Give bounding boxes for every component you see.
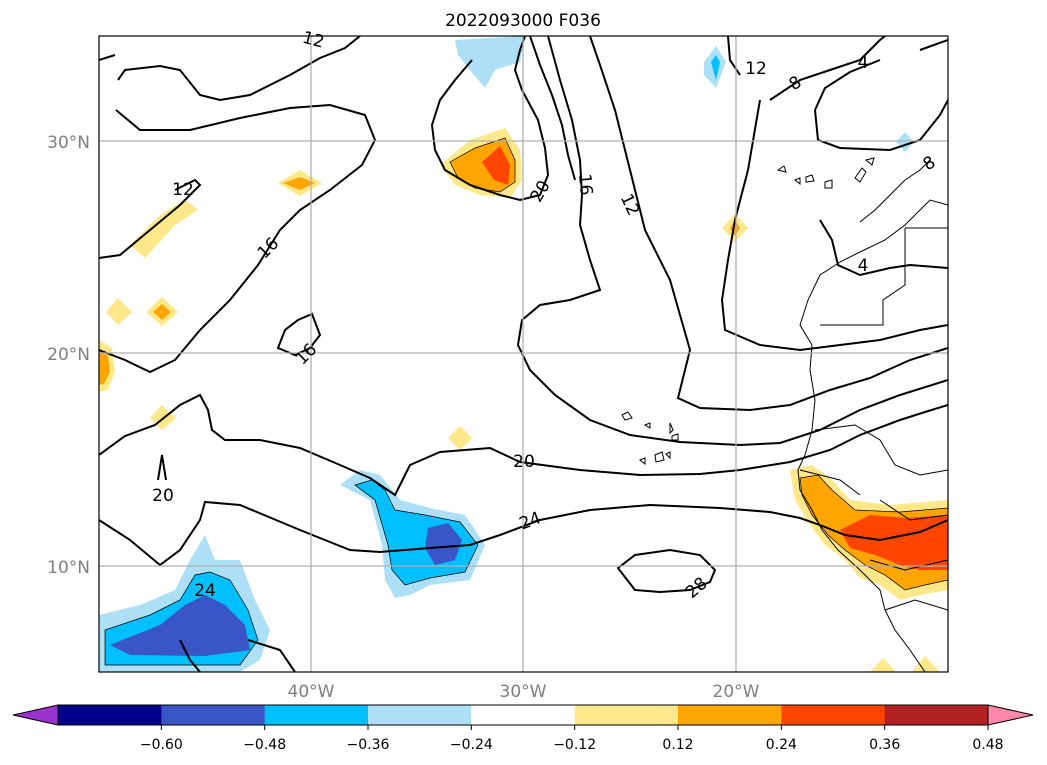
contour-24-main bbox=[99, 500, 948, 567]
positive-region-se-1 bbox=[870, 658, 896, 672]
map-title: 2022093000 F036 bbox=[445, 11, 601, 31]
colorbar: −0.60 −0.48 −0.36 −0.24 −0.12 0.12 0.24 0.36 0.4… bbox=[12, 704, 1034, 753]
colorbar-ticks: −0.60 −0.48 −0.36 −0.24 −0.12 0.12 0.24 0.36 0.4… bbox=[140, 725, 1004, 753]
colorbar-segments bbox=[12, 704, 1034, 726]
colorbar-tick-label: −0.12 bbox=[553, 737, 596, 753]
contour-4 bbox=[813, 39, 948, 277]
positive-region-west-africa-core bbox=[840, 515, 948, 570]
colorbar-outline bbox=[57, 704, 989, 726]
contour-16-small bbox=[276, 312, 322, 357]
contour-label: 20 bbox=[513, 452, 535, 472]
positive-region-north-core bbox=[482, 146, 510, 185]
cape-verde-islands bbox=[621, 411, 679, 466]
positive-region-se-2 bbox=[912, 656, 940, 672]
lon-label-30w: 30°W bbox=[500, 682, 547, 702]
longitude-labels: 40°W 30°W 20°W bbox=[288, 682, 760, 702]
contour-8 bbox=[720, 99, 948, 352]
contour-20-west bbox=[99, 393, 948, 497]
positive-region-west-1 bbox=[106, 298, 132, 325]
colorbar-tick-label: −0.24 bbox=[450, 737, 493, 753]
contour-12-northwest bbox=[99, 36, 361, 102]
colorbar-segment bbox=[781, 705, 886, 725]
iberia-coastline bbox=[859, 159, 931, 223]
positive-region-west-band bbox=[130, 200, 198, 258]
colorbar-tick-label: 0.12 bbox=[662, 737, 693, 753]
contour-24-sw bbox=[179, 639, 296, 672]
contour-label: 12 bbox=[745, 59, 767, 79]
contour-label: 4 bbox=[858, 53, 869, 73]
africa-borders bbox=[799, 227, 948, 611]
contour-12-east bbox=[589, 36, 948, 412]
contour-20-north bbox=[430, 36, 550, 202]
colorbar-tick-label: −0.60 bbox=[140, 737, 183, 753]
map-area: 12 12 12 12 16 16 16 20 20 20 24 24 28 8… bbox=[98, 28, 949, 673]
colorbar-tick-label: 0.48 bbox=[972, 737, 1003, 753]
canary-islands bbox=[776, 157, 875, 189]
lat-label-20n: 20°N bbox=[47, 345, 90, 365]
colorbar-segment bbox=[574, 705, 679, 725]
outline-central-cyan bbox=[354, 479, 479, 586]
colorbar-segment bbox=[884, 705, 989, 725]
positive-region-west-2-core bbox=[153, 304, 171, 320]
contour-28 bbox=[616, 548, 717, 594]
positive-region-small-3 bbox=[448, 426, 472, 450]
colorbar-segment bbox=[471, 705, 576, 725]
colorbar-segment bbox=[264, 705, 369, 725]
negative-region-central-center bbox=[425, 523, 462, 565]
contour-label: 12 bbox=[172, 180, 194, 200]
lon-label-20w: 20°W bbox=[713, 682, 760, 702]
contour-label: 16 bbox=[574, 173, 596, 196]
negative-region-sw-center bbox=[110, 595, 250, 656]
colorbar-tick-label: −0.48 bbox=[243, 737, 286, 753]
colorbar-segment bbox=[368, 705, 472, 725]
positive-region-small-1-core bbox=[283, 177, 315, 190]
colorbar-extend-high bbox=[987, 704, 1034, 726]
colorbar-tick-label: 0.36 bbox=[869, 737, 900, 753]
contour-16-main bbox=[99, 103, 377, 374]
colorbar-extend-low bbox=[12, 704, 59, 726]
map-frame bbox=[98, 35, 949, 673]
contour-label: 24 bbox=[194, 581, 216, 601]
coastlines bbox=[621, 157, 948, 672]
contour-20-east bbox=[529, 36, 576, 181]
positive-region-west-edge-core bbox=[99, 350, 110, 385]
negative-region-ne-core bbox=[711, 55, 720, 80]
contour-label: 20 bbox=[152, 486, 174, 506]
shaded-fields bbox=[99, 36, 948, 672]
lon-label-40w: 40°W bbox=[288, 682, 335, 702]
colorbar-segment bbox=[161, 705, 266, 725]
contour-12-ne bbox=[727, 36, 886, 101]
latitude-labels: 30°N 20°N 10°N bbox=[47, 133, 90, 578]
negative-region-north bbox=[455, 36, 525, 88]
contour-12-west bbox=[99, 178, 202, 259]
gridlines bbox=[99, 36, 948, 672]
colorbar-tick-label: −0.36 bbox=[347, 737, 390, 753]
colorbar-segment bbox=[678, 705, 782, 725]
contour-20-small bbox=[157, 454, 167, 481]
lat-label-30n: 30°N bbox=[47, 133, 90, 153]
contour-label: 4 bbox=[858, 256, 869, 276]
contour-16-east bbox=[516, 36, 948, 447]
colorbar-segment bbox=[58, 705, 162, 725]
africa-coastline bbox=[797, 199, 948, 672]
lat-label-10n: 10°N bbox=[47, 558, 90, 578]
colorbar-tick-label: 0.24 bbox=[766, 737, 797, 753]
height-contours bbox=[99, 36, 948, 672]
